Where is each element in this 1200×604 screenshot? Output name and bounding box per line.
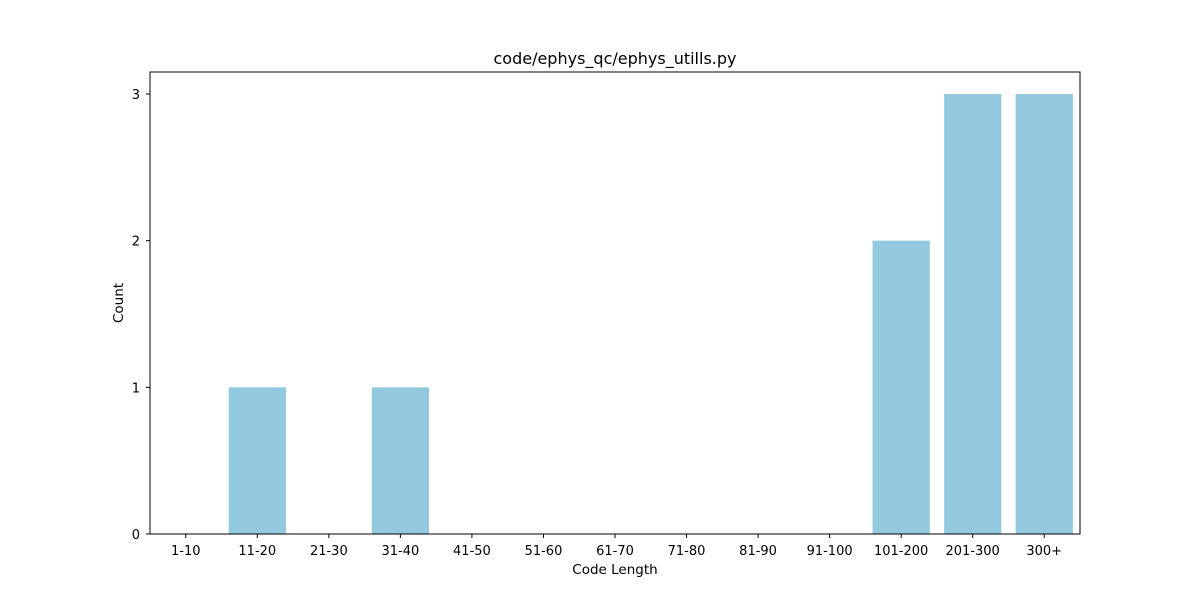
y-axis-ticks: 0 1 2 3	[132, 88, 150, 543]
x-tick-label: 51-60	[525, 544, 563, 559]
plot-area-frame	[149, 71, 1081, 535]
x-tick-label: 61-70	[596, 544, 634, 559]
x-tick-label: 71-80	[668, 544, 706, 559]
bar-300+	[1015, 94, 1073, 534]
x-tick-label: 91-100	[807, 544, 853, 559]
x-tick-label: 81-90	[739, 544, 777, 559]
x-tick-label: 101-200	[874, 544, 928, 559]
bar-101-200	[872, 240, 930, 534]
y-tick-label: 1	[132, 381, 140, 396]
y-tick-label: 2	[132, 235, 140, 250]
x-tick-label: 21-30	[310, 544, 348, 559]
x-tick-label: 11-20	[238, 544, 276, 559]
y-axis-label: Count	[111, 283, 127, 323]
bar-201-300	[944, 94, 1002, 534]
x-axis-label: Code Length	[572, 562, 657, 578]
bars-layer	[228, 94, 1073, 534]
bar-11-20	[228, 387, 286, 534]
x-tick-label: 41-50	[453, 544, 491, 559]
chart-title: code/ephys_qc/ephys_utills.py	[493, 49, 736, 69]
x-tick-label: 300+	[1026, 544, 1062, 559]
y-tick-label: 0	[132, 528, 140, 543]
x-tick-label: 1-10	[171, 544, 201, 559]
x-tick-label: 201-300	[946, 544, 1000, 559]
bar-31-40	[371, 387, 429, 534]
y-tick-label: 3	[132, 88, 140, 103]
x-tick-label: 31-40	[381, 544, 419, 559]
x-axis-ticks: 1-10 11-20 21-30 31-40 41-50 51-60 61-70 71-80 8…	[171, 534, 1062, 559]
